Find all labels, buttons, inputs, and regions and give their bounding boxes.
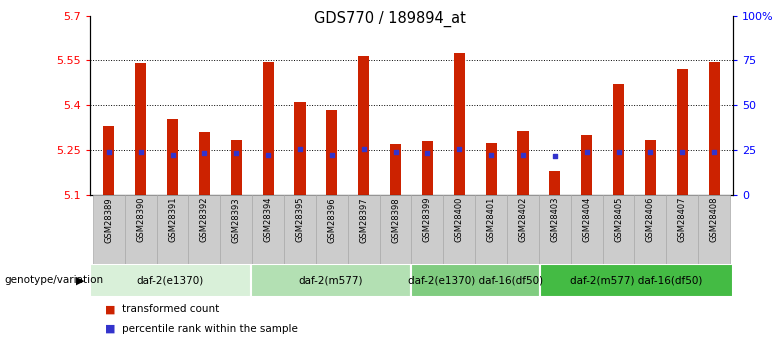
Bar bbox=[422, 141, 433, 195]
Point bbox=[516, 152, 529, 157]
Text: GSM28405: GSM28405 bbox=[614, 197, 623, 243]
Text: genotype/variation: genotype/variation bbox=[4, 275, 103, 285]
Text: GSM28397: GSM28397 bbox=[359, 197, 368, 243]
Text: GSM28408: GSM28408 bbox=[710, 197, 718, 243]
Bar bbox=[443, 195, 475, 264]
Bar bbox=[454, 53, 465, 195]
Bar bbox=[485, 142, 497, 195]
Bar bbox=[380, 195, 411, 264]
Point bbox=[357, 146, 370, 151]
Point bbox=[166, 152, 179, 157]
Bar bbox=[358, 56, 369, 195]
Bar bbox=[316, 195, 348, 264]
Text: percentile rank within the sample: percentile rank within the sample bbox=[122, 324, 298, 334]
Text: ■: ■ bbox=[105, 324, 115, 334]
Text: daf-2(m577) daf-16(df50): daf-2(m577) daf-16(df50) bbox=[570, 275, 703, 285]
Point bbox=[485, 152, 498, 157]
Point bbox=[548, 153, 561, 159]
Text: GDS770 / 189894_at: GDS770 / 189894_at bbox=[314, 10, 466, 27]
Point bbox=[103, 149, 115, 154]
Bar bbox=[220, 195, 252, 264]
Bar bbox=[189, 195, 220, 264]
Bar bbox=[475, 195, 507, 264]
Bar bbox=[571, 195, 603, 264]
Text: ■: ■ bbox=[105, 304, 115, 314]
Bar bbox=[507, 195, 539, 264]
Point bbox=[389, 149, 402, 154]
Bar bbox=[167, 119, 178, 195]
Point bbox=[325, 152, 338, 157]
Bar bbox=[708, 62, 720, 195]
Point bbox=[644, 149, 657, 154]
Bar bbox=[348, 195, 380, 264]
Point bbox=[676, 149, 689, 154]
Point bbox=[453, 146, 466, 151]
Point bbox=[230, 150, 243, 156]
Bar bbox=[411, 195, 443, 264]
Point bbox=[262, 152, 275, 157]
Text: ▶: ▶ bbox=[76, 275, 85, 285]
Bar bbox=[549, 171, 560, 195]
Text: GSM28393: GSM28393 bbox=[232, 197, 241, 243]
Bar bbox=[93, 195, 125, 264]
Text: GSM28394: GSM28394 bbox=[264, 197, 272, 243]
Text: daf-2(e1370): daf-2(e1370) bbox=[136, 275, 204, 285]
Bar bbox=[284, 195, 316, 264]
Bar bbox=[539, 195, 571, 264]
Text: GSM28398: GSM28398 bbox=[391, 197, 400, 243]
Text: GSM28395: GSM28395 bbox=[296, 197, 304, 243]
Bar bbox=[231, 140, 242, 195]
Bar bbox=[645, 140, 656, 195]
Bar bbox=[263, 62, 274, 195]
Bar bbox=[199, 132, 210, 195]
Point bbox=[134, 149, 147, 154]
Bar bbox=[326, 110, 338, 195]
Bar bbox=[581, 135, 592, 195]
Text: transformed count: transformed count bbox=[122, 304, 220, 314]
Bar bbox=[125, 195, 157, 264]
Bar bbox=[613, 84, 624, 195]
Text: GSM28400: GSM28400 bbox=[455, 197, 464, 243]
Point bbox=[707, 149, 720, 154]
Bar bbox=[677, 69, 688, 195]
Text: GSM28406: GSM28406 bbox=[646, 197, 655, 243]
Text: GSM28401: GSM28401 bbox=[487, 197, 495, 243]
Point bbox=[612, 149, 625, 154]
Text: GSM28391: GSM28391 bbox=[168, 197, 177, 243]
Bar bbox=[603, 195, 634, 264]
Point bbox=[198, 150, 211, 156]
Text: GSM28403: GSM28403 bbox=[551, 197, 559, 243]
Text: GSM28407: GSM28407 bbox=[678, 197, 686, 243]
Text: daf-2(m577): daf-2(m577) bbox=[299, 275, 363, 285]
Text: GSM28392: GSM28392 bbox=[200, 197, 209, 243]
Bar bbox=[294, 102, 306, 195]
Bar bbox=[634, 195, 666, 264]
Bar bbox=[412, 264, 540, 297]
Bar bbox=[157, 195, 189, 264]
Bar bbox=[252, 195, 284, 264]
Text: GSM28396: GSM28396 bbox=[328, 197, 336, 243]
Text: GSM28402: GSM28402 bbox=[519, 197, 527, 243]
Point bbox=[294, 146, 307, 151]
Text: daf-2(e1370) daf-16(df50): daf-2(e1370) daf-16(df50) bbox=[408, 275, 544, 285]
Bar bbox=[103, 126, 115, 195]
Text: GSM28404: GSM28404 bbox=[582, 197, 591, 243]
Bar bbox=[135, 63, 146, 195]
Text: GSM28389: GSM28389 bbox=[105, 197, 113, 243]
Bar bbox=[666, 195, 698, 264]
Text: GSM28390: GSM28390 bbox=[136, 197, 145, 243]
Bar bbox=[517, 131, 529, 195]
Point bbox=[580, 149, 593, 154]
Bar bbox=[90, 264, 250, 297]
Bar bbox=[540, 264, 733, 297]
Text: GSM28399: GSM28399 bbox=[423, 197, 432, 243]
Bar bbox=[698, 195, 730, 264]
Bar bbox=[390, 144, 401, 195]
Bar bbox=[250, 264, 412, 297]
Point bbox=[421, 150, 434, 156]
